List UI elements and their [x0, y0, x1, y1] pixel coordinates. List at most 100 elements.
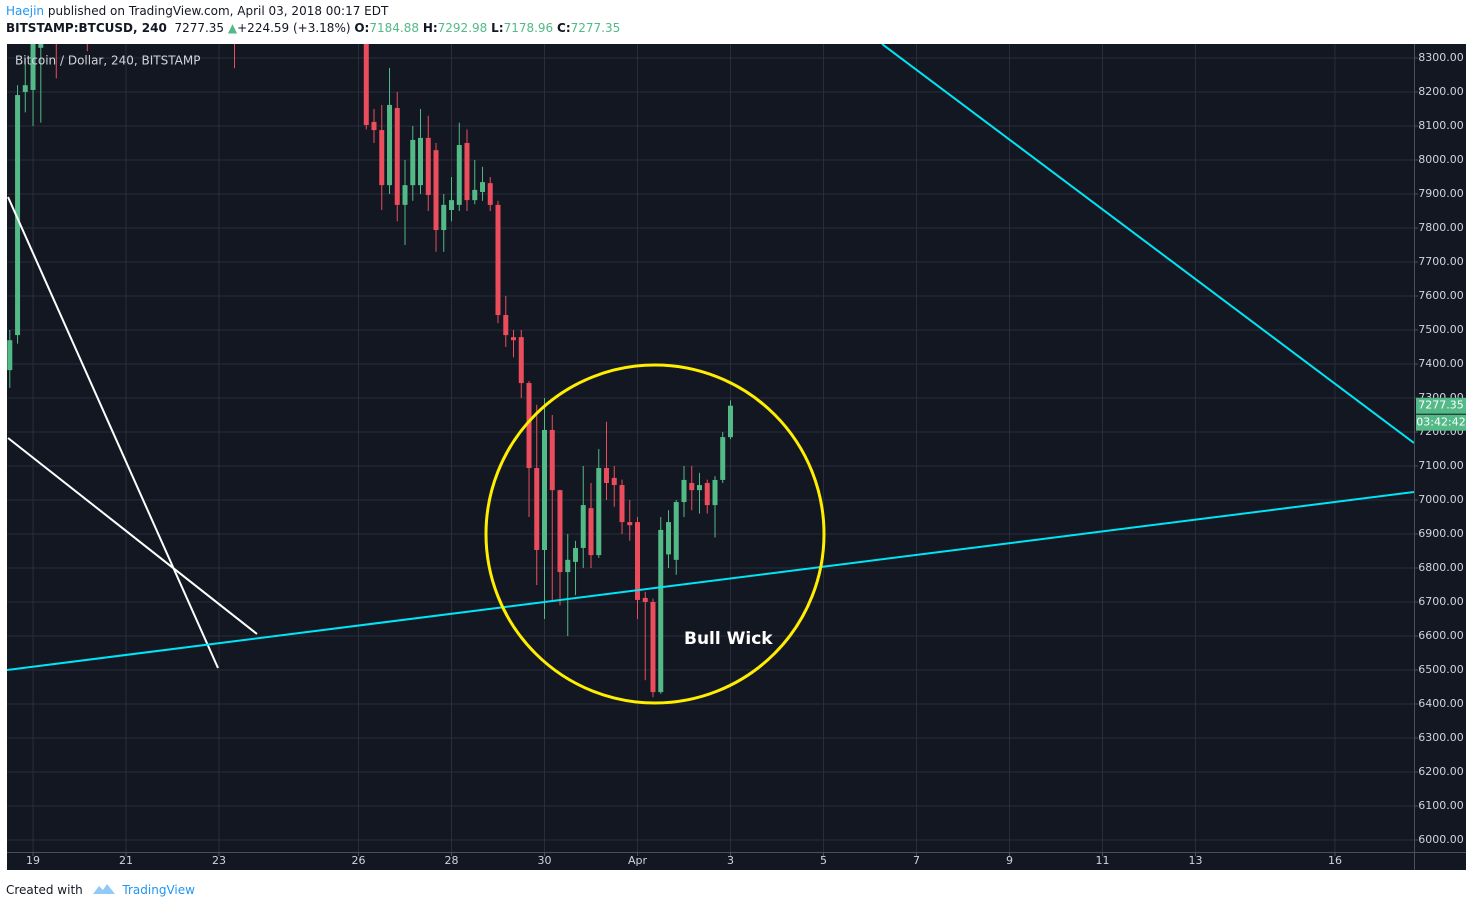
o-label: O:: [354, 21, 370, 35]
candle-body: [573, 547, 579, 562]
header-line: Haejin published on TradingView.com, Apr…: [6, 3, 620, 20]
y-tick-label: 6400.00: [1418, 697, 1464, 710]
candle-body: [526, 383, 532, 469]
candle-body: [557, 490, 563, 573]
x-tick-label: 30: [538, 854, 552, 867]
candle-body: [7, 340, 13, 371]
candle-body: [433, 150, 439, 231]
candle-body: [410, 139, 416, 186]
header-line: BITSTAMP:BTCUSD, 240 7277.35 ▲+224.59 (+…: [6, 20, 620, 37]
candle-body: [580, 505, 586, 548]
x-tick-label: 5: [820, 854, 827, 867]
candle-body: [487, 183, 493, 205]
x-tick-label: 16: [1328, 854, 1342, 867]
candle-body: [379, 130, 385, 186]
candle-body: [394, 107, 400, 205]
candle-body: [549, 429, 555, 491]
x-tick-label: 11: [1095, 854, 1109, 867]
low-value: 7178.96: [503, 21, 554, 35]
y-tick-label: 6600.00: [1418, 629, 1464, 642]
candle-body: [417, 137, 423, 186]
x-tick-label: 3: [727, 854, 734, 867]
candle-body: [387, 104, 393, 186]
candle-body: [712, 479, 718, 506]
candle-body: [650, 602, 656, 693]
y-tick-label: 7900.00: [1418, 187, 1464, 200]
price-tag: [1416, 397, 1466, 414]
y-tick-label: 7600.00: [1418, 289, 1464, 302]
candle-body: [658, 529, 664, 693]
candle-body: [456, 145, 462, 205]
y-tick-label: 7400.00: [1418, 357, 1464, 370]
y-tick-label: 8300.00: [1418, 51, 1464, 64]
candle-body: [565, 559, 571, 573]
candle-body: [534, 468, 540, 550]
y-tick-label: 7800.00: [1418, 221, 1464, 234]
h-label: H:: [422, 21, 438, 35]
created-with: Created with: [6, 883, 83, 897]
x-tick-label: 26: [352, 854, 366, 867]
x-tick-label: 13: [1188, 854, 1202, 867]
y-tick-label: 6900.00: [1418, 527, 1464, 540]
candle-body: [503, 315, 509, 336]
y-tick-label: 6300.00: [1418, 731, 1464, 744]
brand: TradingView: [122, 883, 195, 897]
drawings: Bull Wick: [7, 44, 1414, 705]
candle-body: [495, 204, 501, 316]
candle-body: [30, 44, 36, 90]
c-label: C:: [557, 21, 571, 35]
grid: [7, 44, 1414, 852]
candle-body: [472, 189, 478, 201]
trend-line: [881, 44, 1414, 444]
candle-body: [704, 483, 710, 506]
logo: [92, 884, 115, 894]
x-tick-label: 19: [26, 854, 40, 867]
y-tick-label: 7500.00: [1418, 323, 1464, 336]
footer: Created with TradingView: [6, 880, 195, 897]
x-tick-label: 23: [212, 854, 226, 867]
candle-body: [15, 95, 21, 336]
candle-body: [673, 502, 679, 560]
candle-body: [596, 468, 602, 556]
candle-body: [689, 483, 695, 491]
published: published on TradingView.com, April 03, …: [47, 4, 389, 18]
price-tag-label: 7277.35: [1418, 399, 1464, 412]
logo-shape: [92, 884, 115, 894]
axes: 6000.00 6100.00 6200.00 6300.00 6400.00 6500.…: [26, 51, 1466, 867]
candle-body: [634, 522, 640, 600]
countdown-label: 03:42:42: [1416, 416, 1465, 429]
arrow: ▲: [227, 21, 238, 35]
header: Haejin published on TradingView.com, Apr…: [6, 3, 620, 37]
candle-body: [720, 437, 726, 480]
candle-body: [38, 44, 44, 48]
open-value: 7184.88: [369, 21, 419, 35]
y-tick-label: 7700.00: [1418, 255, 1464, 268]
candle-body: [425, 137, 431, 196]
x-tick-label: Apr: [628, 854, 648, 867]
y-tick-label: 6000.00: [1418, 833, 1464, 846]
candle-body: [619, 485, 625, 523]
candle-body: [464, 143, 470, 201]
candle-body: [449, 200, 455, 210]
x-tick-label: 28: [445, 854, 459, 867]
x-tick-label: 21: [119, 854, 133, 867]
candle-body: [510, 337, 516, 341]
candle-body: [542, 429, 548, 550]
y-tick-label: 6200.00: [1418, 765, 1464, 778]
candle-body: [603, 468, 609, 484]
candles: [7, 44, 733, 698]
candle-body: [22, 85, 28, 93]
candle-body: [371, 121, 377, 131]
trend-line: [7, 437, 258, 635]
y-tick-label: 6800.00: [1418, 561, 1464, 574]
countdown-tag: [1416, 414, 1466, 431]
candle-body: [441, 204, 447, 231]
author: Haejin: [6, 4, 45, 18]
y-tick-label: 8100.00: [1418, 119, 1464, 132]
l-label: L:: [491, 21, 504, 35]
y-tick-label: 7100.00: [1418, 459, 1464, 472]
x-tick-label: 9: [1006, 854, 1013, 867]
candle-body: [627, 522, 633, 526]
candle-body: [518, 337, 524, 384]
candle-body: [588, 508, 594, 556]
